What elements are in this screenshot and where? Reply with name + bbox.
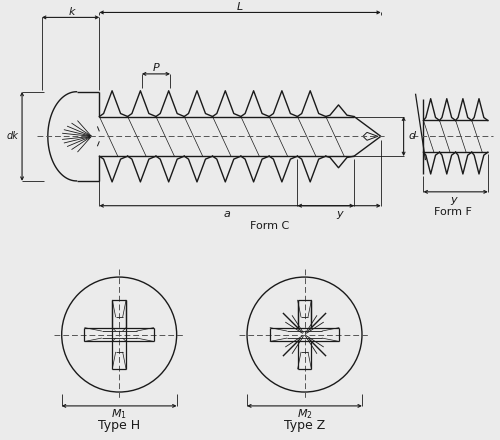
Text: y: y [336,209,342,219]
Text: L: L [237,3,243,12]
Text: a: a [224,209,230,219]
Text: y: y [450,195,456,205]
Text: Form F: Form F [434,207,472,216]
Text: $M_1$: $M_1$ [112,407,127,421]
Text: Type H: Type H [98,419,140,432]
Text: dk: dk [6,131,18,141]
Text: d: d [409,131,416,141]
Text: Form C: Form C [250,220,290,231]
Text: k: k [68,7,75,18]
Text: Type Z: Type Z [284,419,325,432]
Text: P: P [152,63,160,73]
Text: $M_2$: $M_2$ [296,407,312,421]
